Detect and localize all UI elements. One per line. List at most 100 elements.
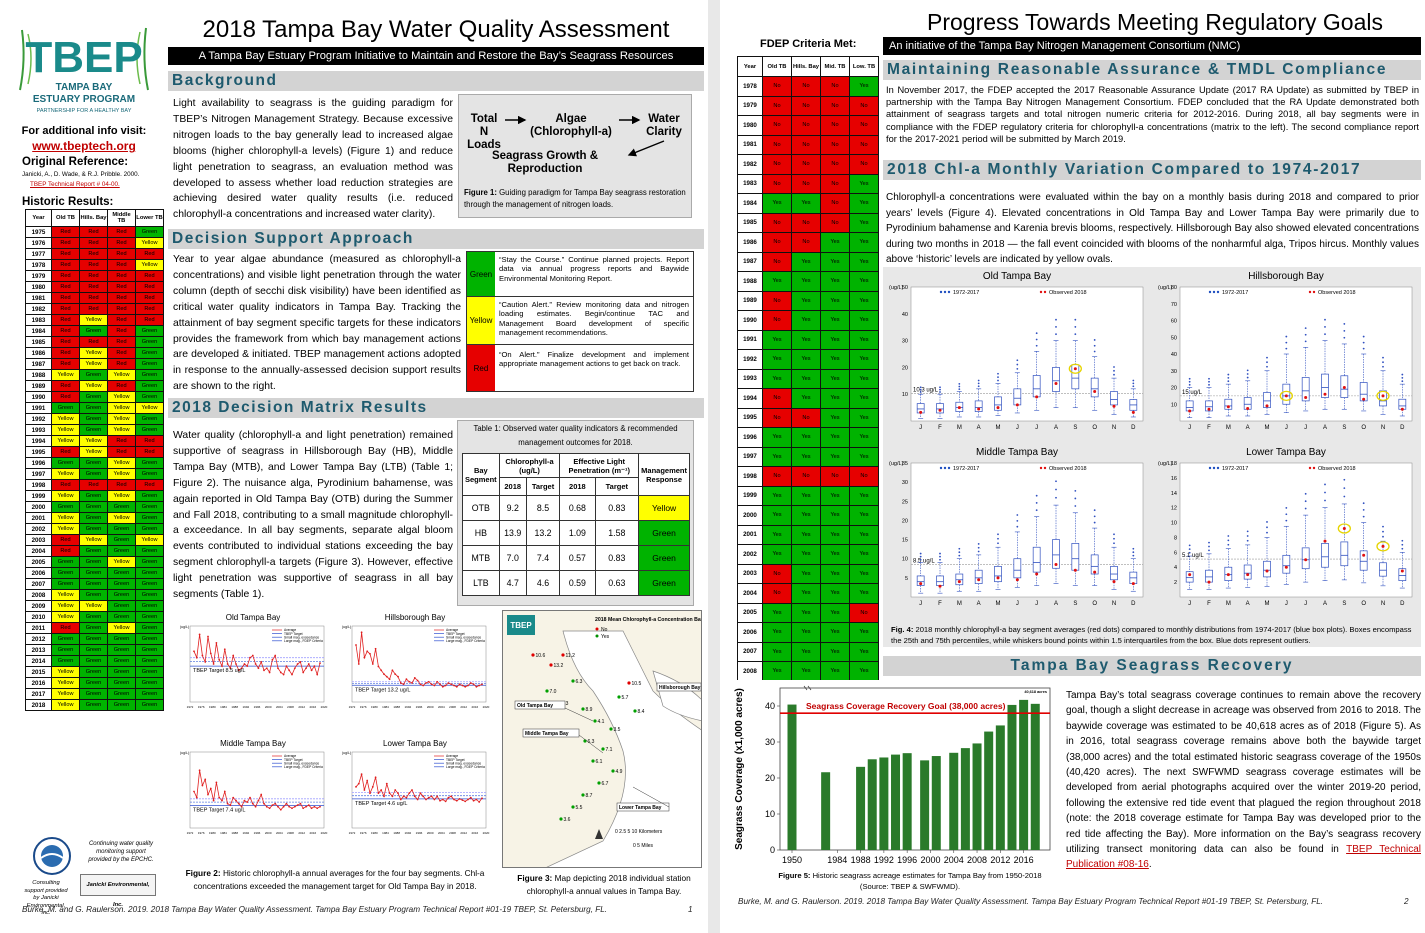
fig2-point [408,680,411,683]
hist-cell: Red [51,545,80,557]
fig2-xtick: 1984 [220,705,227,709]
fig4-outlier [1266,361,1268,364]
fig2-caption: Figure 2: Historic chlorophyll-a annual … [185,868,485,891]
hist-row: 1988 Yellow Green Yellow Green [25,369,164,381]
website-link[interactable]: www.tbeptech.org [32,139,136,153]
fig2-point [478,801,481,803]
hist-row: 2004 Red Green Green Green [25,545,164,557]
fig4-outlier [939,552,941,555]
fig5-bar [787,704,797,850]
fig2-point [215,781,218,784]
hist-row: 1992 Yellow Green Yellow Green [25,413,164,425]
hist-cell: Yellow [135,259,164,271]
fig4-month-label: A [977,601,981,607]
fig2-xtick: 2016 [309,705,316,709]
crit-col-header: Old TB [762,56,792,77]
crit-cell: No [762,310,792,331]
crit-cell: No [849,115,879,136]
fig2-xtick: 2008 [449,705,456,709]
fig4-box [916,552,925,594]
fig4-outlier [1382,525,1384,528]
fig4-outlier [1132,379,1135,382]
crit-col-header: Mid. TB [820,56,850,77]
fig2-xtick: 1992 [242,831,249,835]
fig4-outlier [1401,547,1404,550]
fig4-outlier [1093,339,1096,341]
hist-cell: Green [107,677,136,689]
crit-cell: No [849,134,879,155]
fig2-point [279,671,282,674]
sg-publication-link[interactable]: TBEP Technical Publication #08-16 [1066,844,1421,871]
crit-cell: No [762,563,792,584]
hist-cell: Green [51,501,80,513]
fig4-ytick: 18 [1171,461,1177,467]
fig2-point [229,804,232,807]
fig2-point [212,663,215,665]
hist-cell: Red [135,281,164,293]
ref-link[interactable]: TBEP Technical Report # 04-00. [30,181,120,188]
fig5-bar [949,752,959,850]
fig3-map: TBEP 2018 Mean Chlorophyll-a Concentratio… [503,611,701,867]
fig2-xtick: 2012 [298,831,305,835]
hist-cell: Green [107,523,136,535]
crit-cell: Yes [849,349,879,370]
fig4-outlier [1188,383,1191,386]
fig4-obs-point [1035,572,1039,576]
hist-cell: Yellow [107,369,136,381]
hist-cell: Green [107,600,136,612]
fig4-ytick: 2 [1174,580,1177,586]
fig2-point [316,807,319,810]
fig4-outlier [919,555,922,558]
fig3-logo: TBEP [507,615,535,635]
hist-cell: Red [51,534,80,546]
svg-text:TBEP Target: TBEP Target [446,632,465,636]
hist-cell: Green [79,567,108,579]
fig2-point [413,795,416,798]
fig4-month-label: A [1246,425,1250,431]
fig2-point [394,789,397,791]
fig4-outlier [1304,327,1307,330]
hist-cell: Green [79,402,108,414]
fig2-point [221,665,223,668]
fig4-month-label: S [1342,425,1346,431]
fig4-outlier [1093,509,1096,512]
fig4-outlier [1362,502,1365,505]
fig4-obs-point [977,407,981,411]
fig4-month-label: J [1188,425,1191,431]
hist-cell: Red [51,226,80,238]
crit-cell: No [791,154,821,175]
footer-2: Burke, M. and G. Raulerson. 2019. 2018 T… [738,897,1324,906]
hist-cell: Yellow [51,413,80,425]
fig4-panel-title: Lower Tampa Bay [1246,447,1326,458]
fig4-ytick: 20 [902,365,908,371]
hist-row: 1996 Green Green Yellow Green [25,457,164,469]
hist-cell: Green [51,556,80,568]
hist-row: 2002 Yellow Green Green Green [25,523,164,535]
dsa-text: Year to year algae abundance (measured a… [173,254,461,393]
fig4-outlier [977,546,980,549]
crit-cell: No [849,95,879,116]
fig2-point [422,684,425,687]
fig4-outlier [1074,318,1077,321]
fig2-point [388,678,391,681]
crit-col-header: Low. TB [849,56,879,77]
fig2-point [232,654,235,657]
hist-cell: Yellow [51,611,80,623]
fig4-ref-label: 15 ug/L [1182,390,1203,396]
fig4-outlier [1285,335,1288,338]
crit-cell: Yes [820,641,850,662]
crit-cell: Yes [762,485,792,506]
fig5-ytick: 40 [765,701,775,711]
historic-matrix: Year Old TB Hills. Bay Middle TB Lower TB 19… [25,209,164,711]
fig2-point [405,678,408,681]
fig2-point [249,796,251,799]
fig4-outlier [1266,356,1268,359]
fig4-ytick: 30 [902,339,908,345]
fig4-obs-point [1284,394,1288,398]
fig4-outlier [1016,363,1019,366]
fig5-ytick: 0 [770,845,775,855]
hist-cell: Green [135,380,164,392]
crit-cell: No [762,232,792,253]
fig4-ytick: 20 [902,518,908,524]
